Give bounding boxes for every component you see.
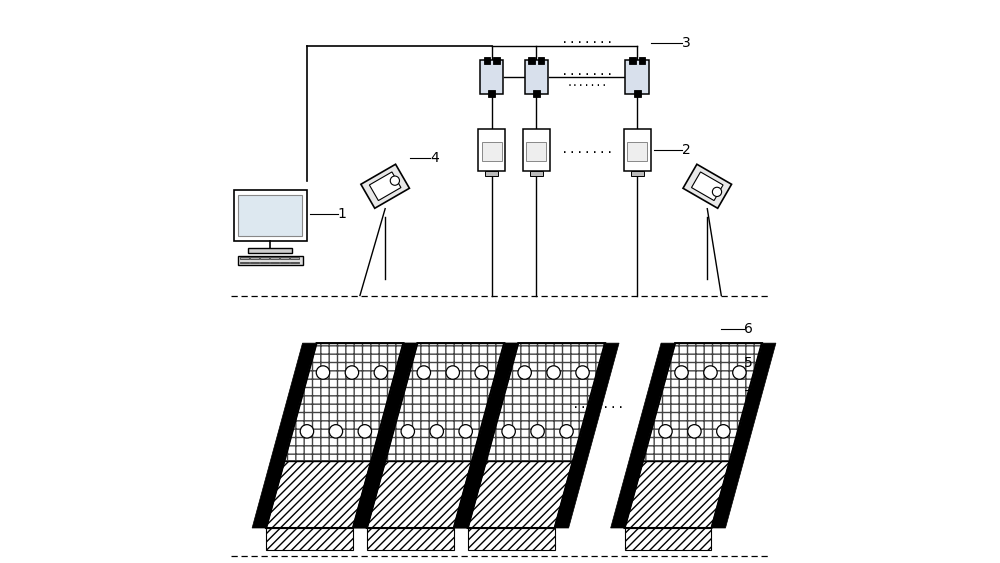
Bar (238, 256, 303, 265)
Bar (625, 60, 649, 94)
Circle shape (502, 425, 515, 438)
Bar (250, 262, 259, 263)
Bar (639, 57, 645, 64)
Polygon shape (353, 343, 417, 528)
Circle shape (459, 425, 472, 438)
Polygon shape (486, 343, 605, 461)
Circle shape (374, 366, 388, 379)
Bar (234, 190, 307, 241)
Bar (526, 142, 546, 161)
Bar (270, 257, 279, 259)
Circle shape (675, 366, 688, 379)
Polygon shape (266, 528, 353, 551)
Polygon shape (385, 343, 504, 461)
Bar (480, 60, 503, 94)
Text: 7: 7 (744, 390, 752, 403)
Polygon shape (643, 343, 762, 461)
Bar (533, 91, 540, 97)
Bar (538, 57, 544, 64)
Bar (240, 257, 249, 259)
Polygon shape (367, 528, 454, 551)
Bar (250, 257, 259, 259)
Text: .......: ....... (572, 398, 624, 411)
Polygon shape (361, 164, 409, 208)
Text: 4: 4 (430, 151, 439, 166)
Circle shape (316, 366, 330, 379)
Text: 2: 2 (682, 143, 691, 157)
Circle shape (704, 366, 717, 379)
Circle shape (518, 366, 531, 379)
Bar (280, 262, 289, 263)
Circle shape (300, 425, 314, 438)
Circle shape (531, 425, 544, 438)
Polygon shape (625, 528, 711, 551)
Circle shape (345, 366, 359, 379)
Circle shape (390, 176, 399, 185)
Polygon shape (555, 343, 619, 528)
Polygon shape (468, 528, 555, 551)
Text: .......: ....... (566, 78, 607, 88)
Circle shape (576, 366, 589, 379)
Text: .......: ....... (561, 144, 613, 157)
Bar (484, 57, 490, 64)
Circle shape (329, 425, 343, 438)
Bar (488, 91, 495, 97)
Bar (629, 57, 636, 64)
Circle shape (401, 425, 414, 438)
Bar (280, 257, 289, 259)
Text: .......: ....... (561, 33, 613, 46)
Bar (631, 171, 644, 176)
Text: 1: 1 (338, 207, 346, 221)
Circle shape (733, 366, 746, 379)
Bar (493, 57, 500, 64)
Polygon shape (611, 343, 675, 528)
Text: 5: 5 (744, 356, 752, 370)
Bar (485, 171, 498, 176)
Bar (525, 60, 548, 94)
Bar (290, 257, 299, 259)
Polygon shape (683, 164, 732, 208)
Bar (530, 171, 543, 176)
Bar (240, 262, 249, 263)
Polygon shape (369, 172, 401, 200)
Bar (248, 248, 292, 253)
Bar (290, 262, 299, 263)
Polygon shape (468, 461, 573, 528)
Bar (482, 142, 502, 161)
Bar (260, 257, 269, 259)
Bar (528, 57, 535, 64)
Polygon shape (625, 461, 730, 528)
Circle shape (688, 425, 701, 438)
Polygon shape (692, 172, 723, 200)
Circle shape (560, 425, 573, 438)
Polygon shape (353, 343, 417, 528)
Bar (624, 129, 651, 171)
Circle shape (417, 366, 431, 379)
Text: 6: 6 (744, 322, 753, 336)
Text: 3: 3 (682, 37, 691, 51)
Text: .......: ....... (561, 65, 613, 78)
Bar (478, 129, 505, 171)
Polygon shape (454, 343, 518, 528)
Bar (627, 142, 647, 161)
Polygon shape (367, 461, 472, 528)
Bar (238, 195, 302, 236)
Circle shape (712, 187, 722, 196)
Polygon shape (266, 461, 371, 528)
Circle shape (430, 425, 443, 438)
Polygon shape (711, 343, 776, 528)
Bar (270, 262, 279, 263)
Bar (523, 129, 550, 171)
Circle shape (717, 425, 730, 438)
Circle shape (547, 366, 560, 379)
Polygon shape (454, 343, 518, 528)
Circle shape (475, 366, 488, 379)
Bar (260, 262, 269, 263)
Bar (634, 91, 641, 97)
Circle shape (446, 366, 459, 379)
Polygon shape (252, 343, 317, 528)
Polygon shape (284, 343, 403, 461)
Circle shape (358, 425, 372, 438)
Circle shape (659, 425, 672, 438)
